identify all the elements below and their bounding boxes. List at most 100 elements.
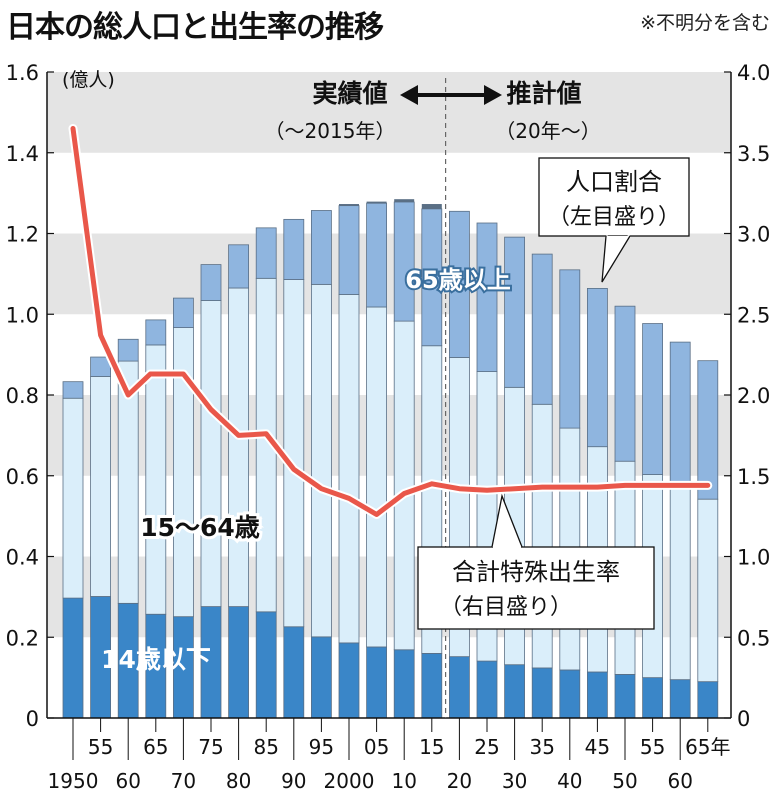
bar-14歳以下-2010	[393, 649, 415, 719]
unknown-note: ※不明分を含む	[640, 12, 770, 34]
left-tick-label: 1.0	[6, 303, 39, 327]
right-tick-label: 1.5	[737, 465, 770, 489]
bar-15～64歳-1950	[62, 397, 84, 599]
x-tick-label-lower: 70	[171, 769, 196, 793]
bar-14歳以下-1985	[255, 611, 277, 719]
x-tick-label-upper: 75	[198, 735, 223, 759]
x-tick-label-upper: 95	[309, 735, 334, 759]
bar-14歳以下-2005	[366, 646, 388, 719]
bar-14歳以下-2020	[448, 656, 470, 719]
fertility-line-group	[68, 124, 713, 519]
bar-unknown-2000	[339, 204, 359, 206]
bar-unknown-2010	[394, 199, 415, 203]
divider-arrow-left-head	[400, 85, 418, 105]
x-tick-label-upper: 25	[474, 735, 499, 759]
bar-unknown-2005	[366, 201, 387, 204]
x-tick-label-lower: 60	[667, 769, 692, 793]
bar-65歳以上-2055	[642, 323, 663, 475]
right-tick-label: 4.0	[737, 61, 770, 85]
bar-14歳以下-1990	[283, 626, 305, 719]
left-axis-unit: (億人)	[62, 69, 115, 91]
bar-14歳以下-2050	[614, 673, 636, 719]
bar-14歳以下-2045	[587, 671, 608, 719]
x-tick-label-lower: 2000	[324, 769, 375, 793]
bar-65歳以上-1990	[283, 218, 305, 280]
right-tick-label: 2.0	[737, 384, 770, 408]
bar-65歳以上-1995	[310, 210, 332, 285]
fertility-sub-label: （右目盛り）	[440, 595, 572, 620]
fertility-line	[70, 126, 711, 517]
bar-14歳以下-2015	[421, 653, 443, 719]
left-tick-label: 1.4	[6, 142, 39, 166]
x-tick-label-lower: 40	[557, 769, 582, 793]
bar-15～64歳-2010	[393, 320, 415, 651]
bar-15～64歳-2000	[338, 294, 360, 644]
estimate-label: 推計値	[506, 79, 581, 108]
x-tick-label-lower: 10	[391, 769, 416, 793]
x-tick-label-upper: 65	[143, 735, 168, 759]
annotations: 実績値 （～2015年） 推計値 （20年～） 65歳以上 15～64歳 14歳以下 人口割合…	[101, 79, 690, 674]
right-tick-label: 3.0	[737, 223, 770, 247]
label-over65: 65歳以上	[405, 266, 510, 294]
bar-65歳以上-1965	[145, 319, 167, 346]
bar-15～64歳-2060	[669, 486, 691, 681]
bar-unknown-2015	[421, 204, 442, 209]
population-share-callout-box	[538, 157, 690, 237]
population-share-label: 人口割合	[566, 168, 662, 196]
bar-65歳以上-1960	[117, 338, 139, 362]
right-tick-label: 0.5	[737, 626, 770, 650]
label-under14: 14歳以下	[101, 645, 211, 674]
bar-14歳以下-2055	[642, 677, 663, 719]
bar-65歳以上-2030	[504, 236, 526, 388]
bar-15～64歳-1955	[90, 376, 111, 597]
x-tick-label-upper: 55	[88, 735, 113, 759]
actual-label: 実績値	[312, 79, 387, 108]
x-tick-label-lower: 90	[281, 769, 306, 793]
bar-15～64歳-1975	[200, 300, 222, 607]
right-tick-label: 2.5	[737, 303, 770, 327]
bar-14歳以下-2000	[338, 642, 360, 719]
label-15-64: 15～64歳	[140, 513, 260, 542]
left-tick-label: 1.6	[6, 61, 39, 85]
bar-14歳以下-2060	[669, 679, 691, 719]
bar-65歳以上-2040	[559, 269, 581, 429]
x-tick-label-upper: 15	[419, 735, 444, 759]
bar-15～64歳-2065	[697, 498, 719, 683]
x-tick-label-upper: 45	[585, 735, 610, 759]
x-tick-label-upper: 35	[529, 735, 554, 759]
bar-65歳以上-1985	[255, 227, 277, 279]
bar-65歳以上-2035	[531, 253, 553, 405]
bar-65歳以上-1970	[172, 297, 194, 328]
x-tick-label-lower: 20	[447, 769, 472, 793]
x-tick-label-upper: 05	[364, 735, 389, 759]
bar-14歳以下-2035	[531, 667, 553, 719]
actual-sub-label: （～2015年）	[265, 119, 396, 143]
left-tick-label: 0.2	[6, 626, 39, 650]
fertility-pointer	[491, 493, 523, 548]
bar-65歳以上-2045	[587, 288, 608, 448]
left-tick-label: 0.8	[6, 384, 39, 408]
band-1	[47, 233, 731, 315]
bar-65歳以上-2060	[669, 341, 691, 488]
fertility-label: 合計特殊出生率	[452, 558, 620, 586]
bar-65歳以上-2025	[476, 222, 498, 372]
x-tick-label-upper: 65年	[685, 735, 730, 759]
bar-65歳以上-1980	[228, 244, 250, 289]
right-tick-label: 0	[737, 707, 750, 731]
x-tick-label-upper: 55	[640, 735, 665, 759]
right-tick-label: 3.5	[737, 142, 770, 166]
bar-15～64歳-1995	[310, 283, 332, 638]
x-tick-label-upper: 85	[253, 735, 278, 759]
left-tick-label: 1.2	[6, 223, 39, 247]
bar-14歳以下-1995	[310, 636, 332, 719]
population-share-pointer	[601, 235, 631, 283]
bar-14歳以下-1980	[228, 606, 250, 719]
x-tick-label-lower: 50	[612, 769, 637, 793]
x-tick-label-lower: 1950	[48, 769, 99, 793]
bar-14歳以下-2030	[504, 664, 526, 719]
left-tick-label: 0	[26, 707, 39, 731]
x-tick-label-lower: 80	[226, 769, 251, 793]
bar-14歳以下-2040	[559, 669, 581, 719]
bar-14歳以下-2065	[697, 681, 719, 719]
